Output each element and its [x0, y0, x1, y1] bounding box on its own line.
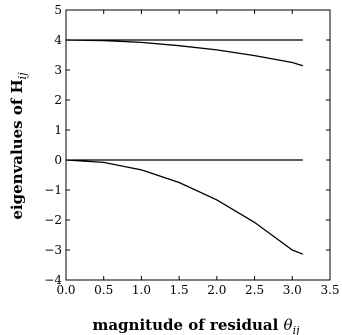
- y-tick-label: −3: [44, 243, 62, 257]
- plot-frame: [65, 9, 331, 281]
- series-line: [65, 159, 304, 255]
- y-tick-label: 0: [54, 153, 62, 167]
- y-tick-label: 5: [54, 3, 62, 17]
- x-tick-label: 1.0: [132, 283, 151, 297]
- y-axis-label-prefix: eigenvalues of: [8, 94, 26, 220]
- y-tick-label: −2: [44, 213, 62, 227]
- y-tick-label: 2: [54, 93, 62, 107]
- series-line: [65, 39, 304, 67]
- x-tick-label: 3.5: [320, 283, 339, 297]
- y-tick-label: −1: [44, 183, 62, 197]
- x-tick-label: 2.0: [207, 283, 226, 297]
- y-tick-label: 3: [54, 63, 62, 77]
- y-tick-label: 4: [54, 33, 62, 47]
- tick-layer: 0.0 0.5 1.0 1.5 2.0 2.5 3.0 3.5 −4 −3 −2 −1 0 1 2 3 4 5: [44, 3, 339, 297]
- plot-area: [65, 9, 331, 281]
- y-axis-label: eigenvalues of Hij: [8, 72, 29, 220]
- series-layer: [65, 39, 304, 255]
- y-tick-label: 1: [54, 123, 62, 137]
- x-axis-label: magnitude of residual θij: [92, 316, 300, 335]
- y-axis-label-symbol: H: [8, 79, 26, 93]
- x-tick-label: 0.0: [56, 283, 75, 297]
- x-axis-label-prefix: magnitude of residual: [92, 316, 283, 334]
- x-tick-label: 3.0: [283, 283, 302, 297]
- y-tick-label: −4: [44, 273, 62, 287]
- x-axis-label-symbol: θ: [284, 316, 293, 334]
- x-tick-label: 0.5: [94, 283, 113, 297]
- x-axis-label-subscript: ij: [293, 324, 301, 335]
- y-axis-label-subscript: ij: [16, 72, 29, 80]
- x-tick-label: 2.5: [245, 283, 264, 297]
- x-tick-label: 1.5: [170, 283, 189, 297]
